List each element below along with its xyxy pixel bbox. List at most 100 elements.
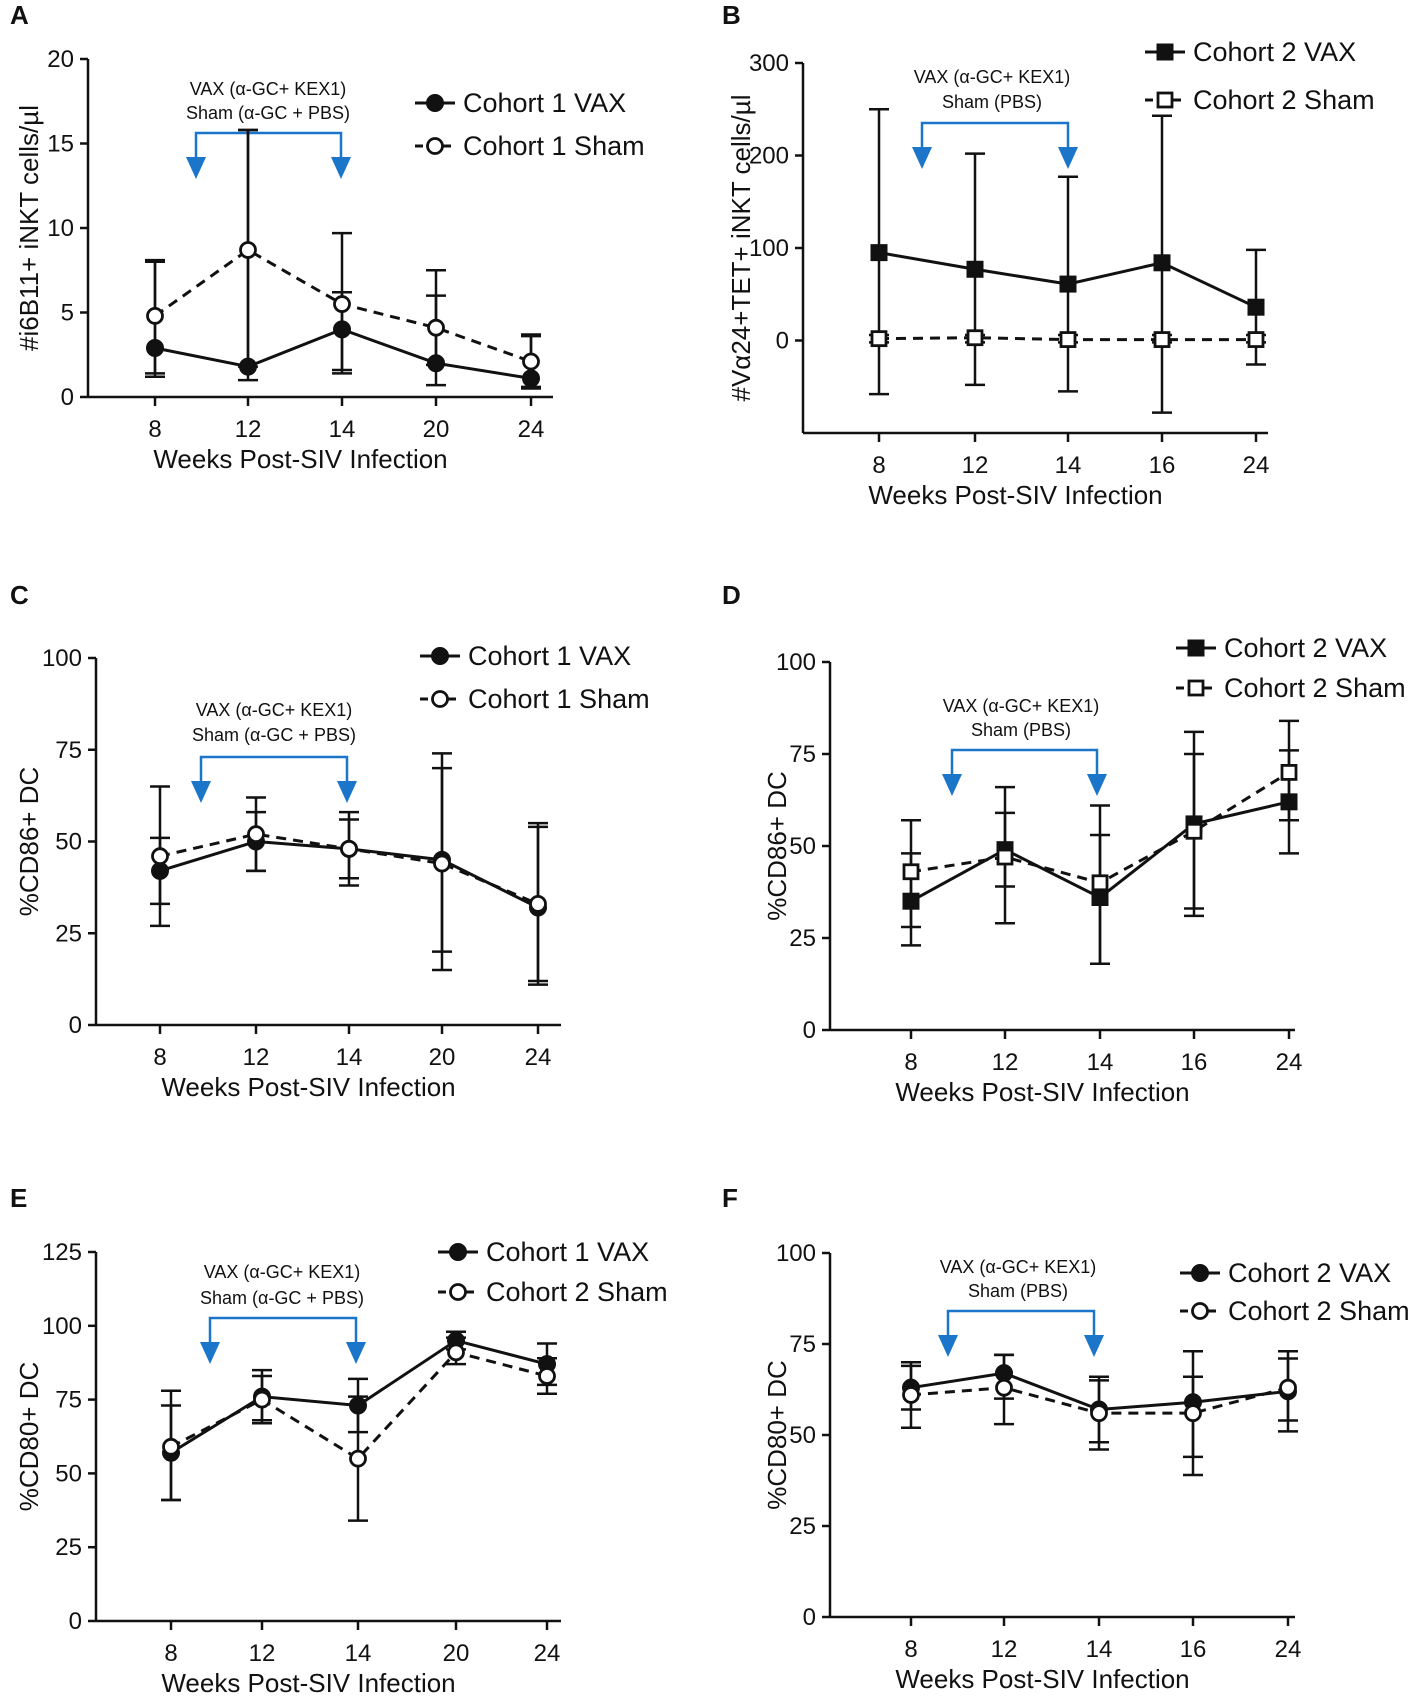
panel-b-legend-item-1: Cohort 2 VAX	[1145, 37, 1356, 67]
panel-e-data-point	[162, 1437, 180, 1456]
panel-f-legend-label: Cohort 2 VAX	[1228, 1258, 1391, 1288]
panel-b-data-point	[1247, 331, 1265, 348]
panel-c-bracket-line	[199, 755, 349, 783]
panel-e-letter: E	[10, 1183, 27, 1213]
panel-e-ytick-label: 25	[55, 1534, 82, 1561]
panel-d: D 0 25 50 75 100 8 12 14 16 24 Weeks Post-SIV Infec…	[722, 580, 1406, 1107]
panel-a-annotation-vax: VAX (α-GC+ KEX1)	[190, 79, 347, 99]
panel-d-letter: D	[722, 580, 741, 610]
panel-e-ytick-label: 50	[55, 1460, 82, 1487]
panel-b-legend-label: Cohort 2 Sham	[1193, 85, 1375, 115]
panel-d-series-2	[901, 719, 1299, 966]
panel-c-dosing-bracket	[191, 755, 357, 803]
panel-b-annotation-sham: Sham (PBS)	[942, 92, 1042, 112]
panel-f: F 0 25 50 75 100 8 12 14 16 24 Weeks Post-SIV Infec…	[722, 1183, 1410, 1694]
panel-f-ytick-label: 50	[789, 1422, 816, 1449]
panel-b-bracket-line	[920, 121, 1070, 149]
panel-b-data-point	[870, 244, 888, 262]
panel-a-x-title: Weeks Post-SIV Infection	[153, 444, 447, 474]
panel-d-legend-label: Cohort 2 VAX	[1224, 633, 1387, 663]
panel-b-data-point	[966, 260, 984, 278]
panel-b-ytick-label: 0	[776, 328, 789, 355]
panel-a-xtick-label: 24	[518, 416, 545, 443]
panel-d-ytick-label: 50	[789, 833, 816, 860]
panel-e-legend-label: Cohort 2 Sham	[486, 1277, 668, 1307]
panel-f-legend-item-1: Cohort 2 VAX	[1180, 1258, 1391, 1288]
panel-a-data-point	[522, 352, 540, 371]
panel-f-legend-item-2: Cohort 2 Sham	[1180, 1296, 1410, 1326]
panel-d-bracket-line	[950, 748, 1099, 776]
panel-b-legend-label: Cohort 2 VAX	[1193, 37, 1356, 67]
panel-a-ytick-label: 10	[47, 215, 74, 242]
panel-a-dosing-arrow-2	[331, 157, 351, 179]
panel-d-data-point	[1280, 764, 1298, 781]
panel-d-xtick-label: 14	[1087, 1049, 1114, 1076]
panel-f-annotation-vax: VAX (α-GC+ KEX1)	[940, 1257, 1097, 1277]
panel-c-y-title: %CD86+ DC	[14, 767, 44, 917]
panel-c-series-2	[150, 766, 548, 983]
panel-c-ytick-label: 50	[55, 829, 82, 856]
panel-d-ytick-label: 75	[789, 741, 816, 768]
panel-d-y-title: %CD86+ DC	[762, 771, 792, 921]
panel-e-data-point	[253, 1390, 271, 1409]
panel-d-ytick-label: 25	[789, 925, 816, 952]
panel-a: A 0 5 10 15 20 8 12 14 20 24 Weeks Post-SIV Infecti…	[10, 0, 645, 474]
panel-d-xtick-label: 16	[1181, 1049, 1208, 1076]
panel-c-legend-marker	[431, 690, 449, 708]
panel-b-series-1	[869, 108, 1266, 414]
panel-e-ytick-label: 125	[42, 1239, 82, 1266]
panel-d-xtick-label: 24	[1276, 1049, 1303, 1076]
panel-b: B 0 100 200 300 8 12 14 16 24 Weeks Post-SIV Infec…	[722, 0, 1375, 510]
panel-c-x-title: Weeks Post-SIV Infection	[161, 1072, 455, 1102]
panel-d-data-point	[1185, 822, 1203, 840]
panel-f-dosing-arrow-1	[938, 1335, 958, 1357]
panel-e-ytick-label: 75	[55, 1387, 82, 1414]
panel-b-data-point	[1153, 254, 1171, 272]
panel-e-dosing-arrow-1	[200, 1342, 220, 1364]
panel-c-ytick-label: 100	[42, 645, 82, 672]
panel-f-letter: F	[722, 1183, 738, 1213]
panel-c-xtick-label: 8	[153, 1044, 166, 1071]
panel-b-dosing-arrow-1	[912, 147, 932, 169]
panel-b-annotation-vax: VAX (α-GC+ KEX1)	[914, 67, 1071, 87]
panel-c-legend-marker	[431, 647, 449, 665]
panel-e-annotation-vax: VAX (α-GC+ KEX1)	[204, 1262, 361, 1282]
panel-d-ytick-label: 0	[803, 1017, 816, 1044]
panel-a-xtick-label: 12	[235, 416, 262, 443]
panel-c-ytick-label: 75	[55, 737, 82, 764]
panel-c-ytick-label: 25	[55, 920, 82, 947]
panel-b-ytick-label: 100	[749, 235, 789, 262]
panel-e-dosing-bracket	[200, 1316, 366, 1364]
panel-b-data-point	[1247, 298, 1265, 316]
panel-f-ytick-label: 0	[803, 1604, 816, 1631]
panel-e: E 0 25 50 75 100 125 8 12 14 20 24 Weeks Post-SIV In…	[10, 1183, 668, 1698]
panel-e-x-title: Weeks Post-SIV Infection	[161, 1668, 455, 1698]
panel-c-legend-label: Cohort 1 Sham	[468, 684, 650, 714]
panel-f-annotation-sham: Sham (PBS)	[968, 1281, 1068, 1301]
panel-d-data-point	[902, 863, 920, 881]
panel-e-y-title: %CD80+ DC	[14, 1362, 44, 1512]
panel-d-annotation-sham: Sham (PBS)	[971, 720, 1071, 740]
panel-a-series-2	[145, 128, 541, 389]
panel-f-dosing-bracket	[938, 1309, 1104, 1357]
panel-b-legend-item-2: Cohort 2 Sham	[1145, 85, 1375, 115]
panel-e-xtick-label: 24	[534, 1640, 561, 1667]
panel-c-annotation-vax: VAX (α-GC+ KEX1)	[196, 700, 353, 720]
panel-d-data-point	[1091, 874, 1109, 892]
panel-c-data-point	[151, 847, 169, 866]
panel-c-dosing-arrow-2	[337, 781, 357, 803]
panel-f-dosing-arrow-2	[1084, 1335, 1104, 1357]
panel-b-y-title: #Vα24+TET+ iNKT cells/µl	[726, 95, 756, 402]
panel-d-legend-marker	[1187, 639, 1205, 657]
panel-a-xtick-label: 14	[329, 416, 356, 443]
panel-f-xtick-label: 24	[1275, 1636, 1302, 1663]
panel-b-dosing-arrow-2	[1058, 147, 1078, 169]
panel-a-bracket-line	[194, 131, 343, 159]
panel-c-annotation-sham: Sham (α-GC + PBS)	[192, 725, 356, 745]
panel-c-dosing-arrow-1	[191, 781, 211, 803]
panel-c: C 0 25 50 75 100 8 12 14 20 24 Weeks Post-SIV Infec…	[10, 580, 650, 1102]
panel-f-xtick-label: 8	[904, 1636, 917, 1663]
panel-b-legend-marker	[1156, 43, 1174, 61]
panel-a-ytick-label: 5	[61, 300, 74, 327]
panel-a-annotation-sham: Sham (α-GC + PBS)	[186, 103, 350, 123]
